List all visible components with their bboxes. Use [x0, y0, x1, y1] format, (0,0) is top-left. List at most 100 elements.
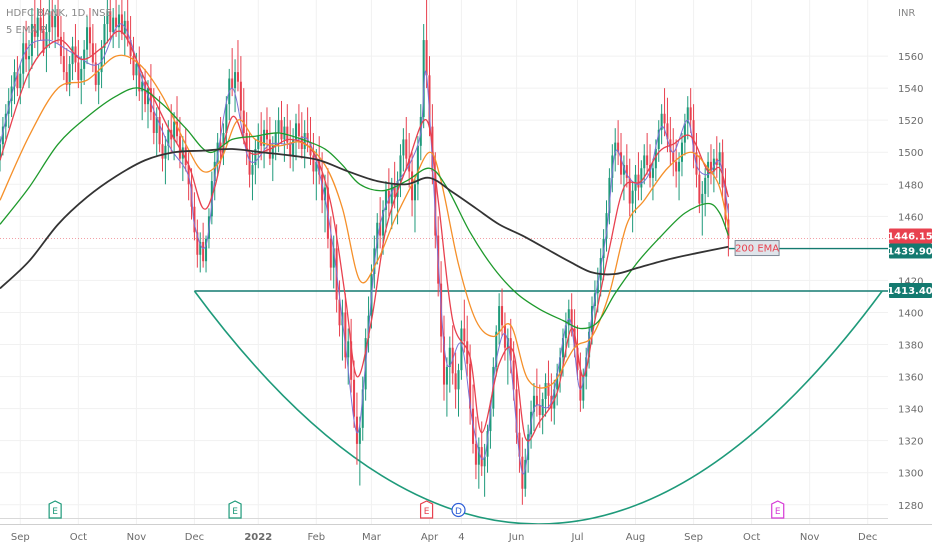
- candle-body: [88, 27, 91, 44]
- candle-body: [515, 389, 518, 433]
- time-tick-label: Oct: [743, 532, 760, 543]
- candle-down: [245, 112, 248, 166]
- candle-down: [16, 56, 19, 97]
- candle-body: [292, 139, 295, 156]
- price-tick-label: 1340: [898, 405, 923, 416]
- candle-body: [509, 338, 512, 361]
- candle-body: [675, 161, 678, 172]
- time-tick-label: Feb: [307, 532, 325, 543]
- candle-body: [205, 238, 208, 262]
- candle-down: [62, 32, 65, 81]
- earnings-icon: [419, 500, 434, 519]
- candle-body: [672, 152, 675, 162]
- candle-body: [538, 405, 541, 416]
- candle-down: [280, 100, 283, 145]
- candle-body: [622, 165, 625, 175]
- time-tick-label: Dec: [858, 532, 877, 543]
- candle-body: [524, 459, 527, 489]
- earnings-marker[interactable]: E: [228, 500, 242, 519]
- candle-body: [495, 331, 498, 367]
- price-tag-text: 1439.90: [887, 247, 932, 258]
- candle-up: [495, 325, 498, 377]
- candle-down: [138, 46, 141, 101]
- candle-up: [651, 158, 654, 201]
- candle-body: [42, 30, 45, 53]
- candle-body: [115, 17, 118, 28]
- candle-body: [576, 347, 579, 371]
- candle-body: [39, 17, 42, 31]
- price-tag-text: 1446.15: [887, 232, 932, 243]
- candle-body: [405, 139, 408, 159]
- candle-body: [590, 306, 594, 332]
- earnings-marker[interactable]: E: [419, 500, 434, 519]
- candle-body: [608, 177, 611, 214]
- candle-body: [196, 232, 199, 255]
- time-tick-label: 2022: [244, 532, 272, 543]
- candle-down: [451, 325, 454, 385]
- candle-body: [561, 338, 564, 358]
- candle-down: [242, 88, 245, 145]
- candle-body: [413, 184, 416, 201]
- symbol-title[interactable]: HDFC BANK, 1D, NSE: [6, 8, 112, 19]
- candle-up: [347, 328, 350, 385]
- candle-body: [518, 432, 521, 457]
- candle-body: [149, 88, 152, 113]
- candle-down: [338, 280, 341, 337]
- dividend-marker[interactable]: D: [451, 502, 466, 518]
- candle-down: [94, 43, 97, 92]
- candle-body: [660, 113, 663, 130]
- price-tag-bg: [889, 283, 932, 299]
- candle-body: [187, 165, 190, 185]
- candle-up: [622, 155, 625, 201]
- candle-body: [297, 123, 300, 137]
- candle-up: [445, 357, 448, 417]
- candle-body: [260, 136, 263, 146]
- candle-body: [614, 142, 617, 156]
- candle-body: [434, 171, 437, 236]
- price-tick-label: 1320: [898, 437, 923, 448]
- candle-body: [236, 72, 239, 82]
- candle-up: [0, 136, 2, 172]
- price-tick-label: 1300: [898, 469, 923, 480]
- candle-body: [283, 126, 286, 140]
- earnings-marker[interactable]: E: [771, 500, 785, 519]
- candle-body: [294, 123, 298, 140]
- candle-body: [466, 341, 469, 364]
- candle-body: [387, 190, 390, 204]
- candle-down: [115, 0, 118, 37]
- indicator-label[interactable]: 5 EMA P: [6, 25, 47, 36]
- earnings-marker[interactable]: E: [48, 500, 62, 519]
- candle-up: [13, 59, 16, 105]
- candle-body: [0, 144, 2, 161]
- candle-up: [486, 424, 489, 473]
- candle-body: [469, 363, 472, 409]
- candle-body: [36, 17, 39, 37]
- candle-body: [347, 341, 350, 358]
- candle-body: [535, 395, 538, 406]
- candle-up: [234, 59, 237, 113]
- candle-body: [112, 17, 115, 33]
- candle-body: [1, 126, 4, 145]
- candle-body: [663, 113, 666, 124]
- candle-body: [184, 147, 187, 166]
- candle-down: [126, 0, 129, 47]
- candle-down: [715, 136, 718, 178]
- candle-down: [57, 0, 60, 44]
- price-tick-label: 1460: [898, 212, 923, 223]
- candle-down: [196, 219, 199, 268]
- candle-body: [16, 72, 19, 89]
- candle-up: [541, 392, 544, 435]
- candle-body: [126, 20, 129, 41]
- candle-body: [271, 145, 274, 159]
- candle-down: [91, 24, 94, 73]
- candle-down: [387, 168, 390, 217]
- candle-body: [57, 16, 60, 37]
- candle-up: [556, 363, 559, 406]
- candle-body: [486, 431, 489, 457]
- candle-body: [199, 241, 202, 255]
- candle-down: [306, 107, 309, 153]
- candle-up: [112, 8, 115, 49]
- candle-down: [663, 88, 666, 137]
- candle-body: [620, 152, 623, 175]
